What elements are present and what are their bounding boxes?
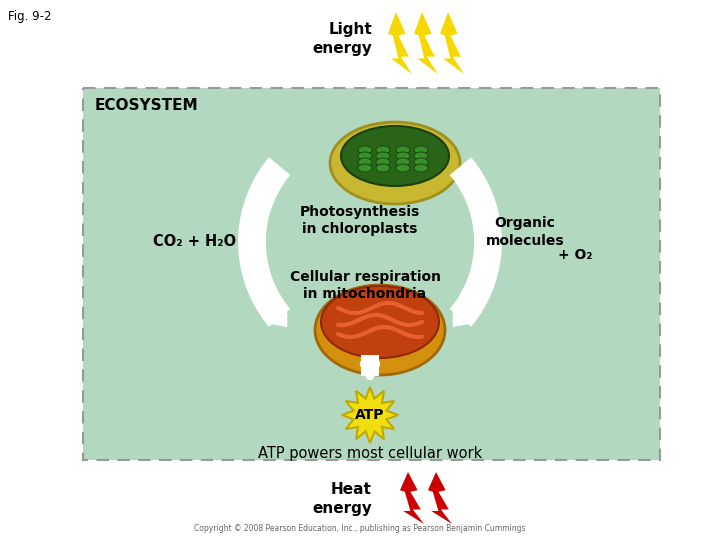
Ellipse shape [376,146,390,154]
Ellipse shape [321,286,439,358]
Ellipse shape [315,285,445,375]
Ellipse shape [396,158,410,166]
Ellipse shape [358,164,372,172]
Text: Fig. 9-2: Fig. 9-2 [8,10,52,23]
Polygon shape [272,312,287,327]
Polygon shape [400,472,424,524]
Text: Organic
molecules: Organic molecules [486,217,564,248]
Ellipse shape [358,146,372,154]
Polygon shape [342,387,398,443]
Polygon shape [388,12,412,74]
Ellipse shape [414,146,428,154]
Ellipse shape [414,152,428,160]
Ellipse shape [396,164,410,172]
Text: ATP powers most cellular work: ATP powers most cellular work [258,446,482,461]
FancyBboxPatch shape [83,88,660,460]
Polygon shape [453,312,468,327]
Ellipse shape [376,164,390,172]
Text: Copyright © 2008 Pearson Education, Inc., publishing as Pearson Benjamin Cumming: Copyright © 2008 Pearson Education, Inc.… [194,524,526,533]
Text: Cellular respiration
in mitochondria: Cellular respiration in mitochondria [289,270,441,301]
Polygon shape [414,12,438,74]
Ellipse shape [414,164,428,172]
Ellipse shape [358,158,372,166]
Ellipse shape [330,122,460,204]
Ellipse shape [358,152,372,160]
Text: + O₂: + O₂ [558,248,593,262]
Ellipse shape [376,158,390,166]
Ellipse shape [414,158,428,166]
Text: Heat
energy: Heat energy [312,482,372,516]
Ellipse shape [396,152,410,160]
Polygon shape [428,472,452,524]
Ellipse shape [341,126,449,186]
Ellipse shape [396,146,410,154]
Text: ATP: ATP [355,408,384,422]
Text: Photosynthesis
in chloroplasts: Photosynthesis in chloroplasts [300,205,420,237]
Polygon shape [440,12,464,74]
Ellipse shape [376,152,390,160]
Text: CO₂ + H₂O: CO₂ + H₂O [153,234,237,249]
Text: ECOSYSTEM: ECOSYSTEM [95,98,199,113]
Text: Light
energy: Light energy [312,22,372,56]
